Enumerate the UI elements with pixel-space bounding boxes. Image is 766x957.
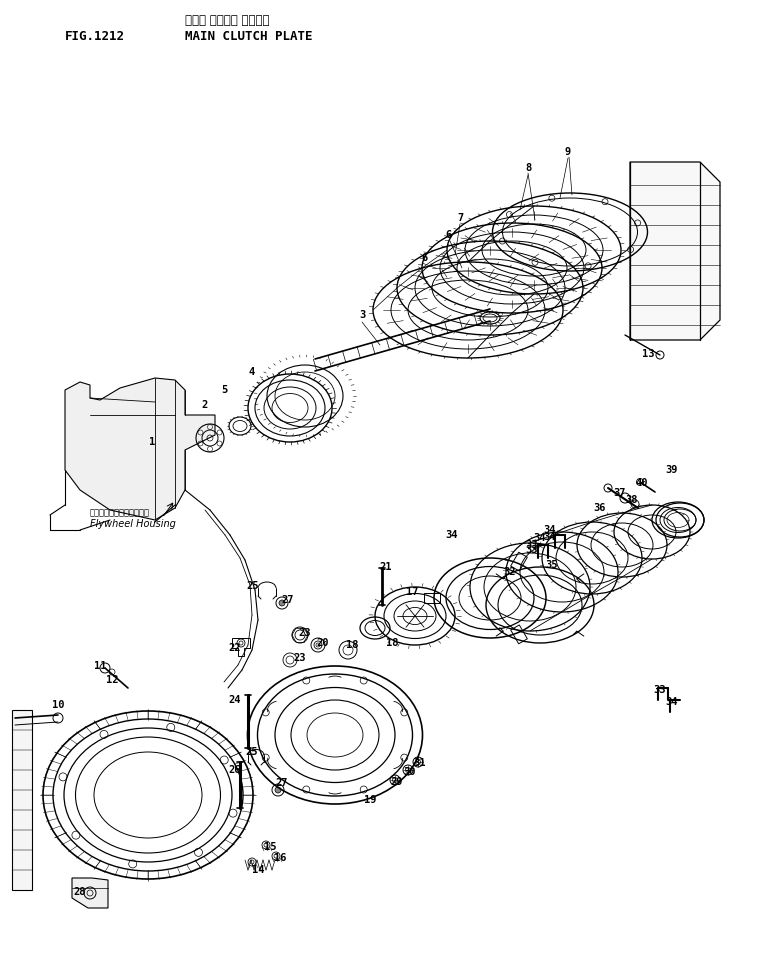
Text: 22: 22 xyxy=(229,643,241,653)
Text: 8: 8 xyxy=(525,163,531,173)
Text: FIG.1212: FIG.1212 xyxy=(65,30,125,43)
Text: 23: 23 xyxy=(293,653,306,663)
Text: 39: 39 xyxy=(666,465,678,475)
Text: 16: 16 xyxy=(273,853,286,863)
Text: 27: 27 xyxy=(282,595,294,605)
Text: 38: 38 xyxy=(626,495,638,505)
Polygon shape xyxy=(65,378,215,520)
Text: メイン クラッチ プレート: メイン クラッチ プレート xyxy=(185,14,270,27)
Text: 34: 34 xyxy=(544,525,556,535)
Text: 18: 18 xyxy=(345,640,358,650)
Text: 34: 34 xyxy=(534,533,546,543)
Text: 31: 31 xyxy=(414,758,426,768)
Text: Flywheel Housing: Flywheel Housing xyxy=(90,519,176,529)
Circle shape xyxy=(275,787,281,793)
Text: 36: 36 xyxy=(594,503,606,513)
Polygon shape xyxy=(630,162,720,340)
Text: 40: 40 xyxy=(636,478,648,488)
Text: 28: 28 xyxy=(74,887,87,897)
Text: 37: 37 xyxy=(614,488,627,498)
Text: MAIN CLUTCH PLATE: MAIN CLUTCH PLATE xyxy=(185,30,313,43)
Text: 25: 25 xyxy=(246,747,258,757)
Text: 2: 2 xyxy=(202,400,208,410)
Text: 30: 30 xyxy=(404,767,416,777)
Text: 10: 10 xyxy=(52,700,64,710)
Circle shape xyxy=(279,600,285,606)
Text: 13: 13 xyxy=(642,349,654,359)
Text: 11: 11 xyxy=(93,661,106,671)
Polygon shape xyxy=(72,878,108,908)
Text: 14: 14 xyxy=(252,865,264,875)
Text: 34: 34 xyxy=(446,530,458,540)
Text: 15: 15 xyxy=(264,842,277,852)
Text: 6: 6 xyxy=(422,253,428,263)
Text: 9: 9 xyxy=(565,147,571,157)
Text: 35: 35 xyxy=(545,560,558,570)
Text: 26: 26 xyxy=(229,765,241,775)
Text: 33: 33 xyxy=(525,545,538,555)
Text: 23: 23 xyxy=(299,628,311,638)
Text: 34: 34 xyxy=(666,697,678,707)
Text: フライホイールハウジング: フライホイールハウジング xyxy=(90,508,150,517)
Text: 20: 20 xyxy=(317,638,329,648)
Text: 4: 4 xyxy=(249,367,255,377)
Text: 18: 18 xyxy=(386,638,398,648)
Text: 5: 5 xyxy=(221,385,228,395)
Text: 34: 34 xyxy=(544,532,556,542)
Text: 3: 3 xyxy=(359,310,365,320)
Text: 7: 7 xyxy=(457,213,463,223)
Text: 17: 17 xyxy=(406,587,418,597)
Text: 19: 19 xyxy=(364,795,376,805)
Text: 25: 25 xyxy=(247,581,259,591)
Text: 1: 1 xyxy=(149,437,155,447)
Text: 27: 27 xyxy=(276,778,288,788)
Text: 33: 33 xyxy=(653,685,666,695)
Text: 33: 33 xyxy=(525,540,538,550)
Text: 12: 12 xyxy=(106,675,118,685)
Text: 32: 32 xyxy=(504,567,516,577)
Text: 6: 6 xyxy=(446,230,452,240)
Text: 24: 24 xyxy=(229,695,241,705)
Polygon shape xyxy=(12,710,32,890)
Text: 29: 29 xyxy=(391,777,403,787)
Text: 21: 21 xyxy=(380,562,392,572)
